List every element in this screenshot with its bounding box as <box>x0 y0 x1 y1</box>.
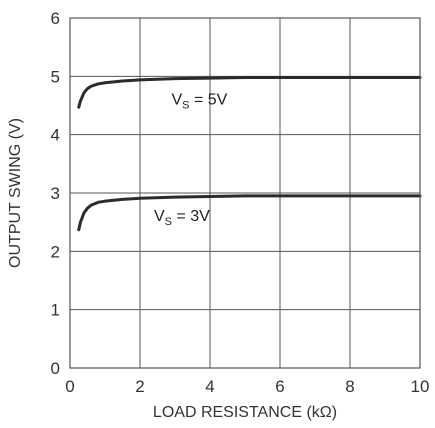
grid <box>69 17 421 369</box>
y-tick-label: 2 <box>51 242 60 261</box>
y-tick-label: 0 <box>51 359 60 378</box>
x-tick-label: 0 <box>65 377 74 396</box>
y-tick-labels: 0 1 2 3 4 5 6 <box>51 9 60 378</box>
plot-frame <box>69 17 421 369</box>
x-tick-label: 6 <box>275 377 284 396</box>
series-label-vs-5v: VS = 5V <box>172 91 228 111</box>
y-tick-label: 3 <box>51 184 60 203</box>
x-tick-labels: 0 2 4 6 8 10 <box>65 377 429 396</box>
x-tick-label: 2 <box>135 377 144 396</box>
y-tick-label: 6 <box>51 9 60 28</box>
series-lines <box>77 76 422 232</box>
y-tick-label: 4 <box>51 126 60 145</box>
x-tick-label: 10 <box>411 377 430 396</box>
y-tick-label: 5 <box>51 67 60 86</box>
x-tick-label: 8 <box>345 377 354 396</box>
x-tick-label: 4 <box>205 377 214 396</box>
x-axis-label: LOAD RESISTANCE (kΩ) <box>153 404 337 421</box>
y-tick-label: 1 <box>51 301 60 320</box>
series-label-vs-3v: VS = 3V <box>154 208 210 228</box>
y-axis-label: OUTPUT SWING (V) <box>7 118 24 268</box>
series-line-0 <box>77 76 422 109</box>
series-line-1 <box>77 194 422 232</box>
